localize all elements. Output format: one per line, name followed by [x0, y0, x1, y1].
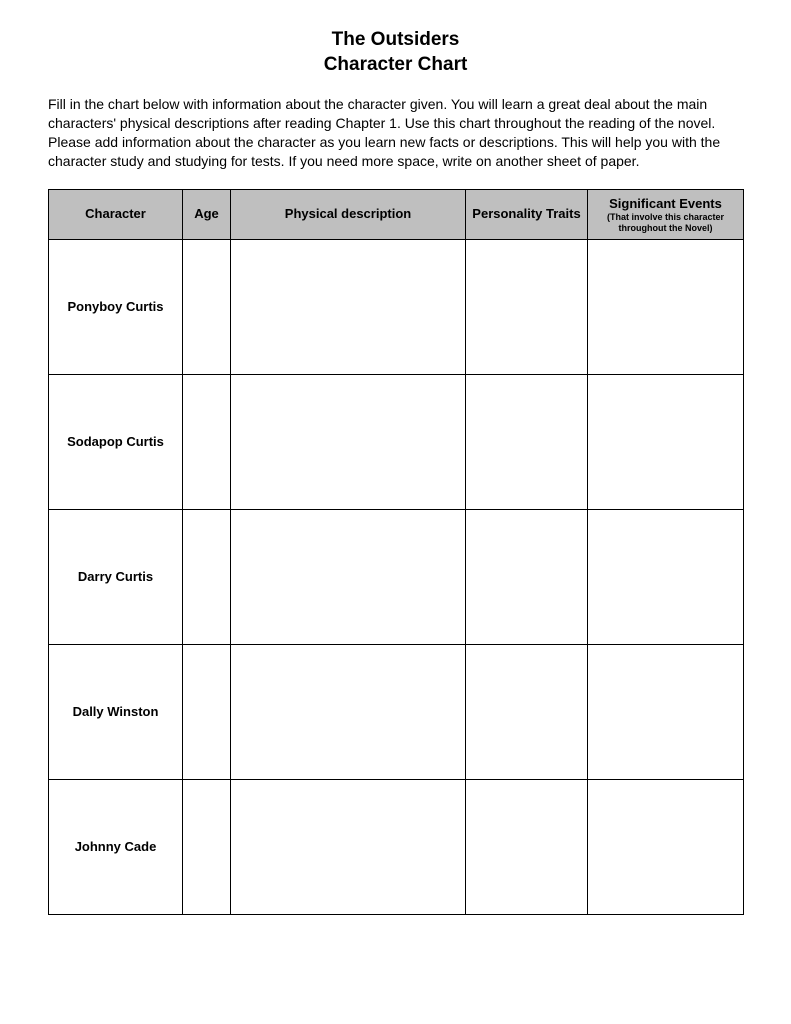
table-row: Dally Winston: [49, 644, 744, 779]
cell-events: [588, 644, 744, 779]
cell-age: [183, 779, 231, 914]
cell-events: [588, 509, 744, 644]
cell-age: [183, 644, 231, 779]
cell-physical: [231, 239, 466, 374]
title-line-2: Character Chart: [48, 53, 743, 78]
cell-age: [183, 374, 231, 509]
cell-physical: [231, 779, 466, 914]
document-title: The Outsiders Character Chart: [48, 28, 743, 77]
header-character: Character: [49, 189, 183, 239]
cell-events: [588, 779, 744, 914]
table-row: Ponyboy Curtis: [49, 239, 744, 374]
cell-traits: [466, 644, 588, 779]
cell-character: Sodapop Curtis: [49, 374, 183, 509]
cell-events: [588, 239, 744, 374]
cell-character: Darry Curtis: [49, 509, 183, 644]
table-row: Sodapop Curtis: [49, 374, 744, 509]
header-label: Significant Events: [609, 196, 722, 211]
cell-character: Johnny Cade: [49, 779, 183, 914]
cell-traits: [466, 779, 588, 914]
header-label: Age: [194, 206, 219, 221]
table-header-row: Character Age Physical description Perso…: [49, 189, 744, 239]
cell-age: [183, 509, 231, 644]
instructions-paragraph: Fill in the chart below with information…: [48, 95, 743, 171]
cell-character: Dally Winston: [49, 644, 183, 779]
header-age: Age: [183, 189, 231, 239]
header-traits: Personality Traits: [466, 189, 588, 239]
cell-physical: [231, 509, 466, 644]
cell-physical: [231, 374, 466, 509]
cell-character: Ponyboy Curtis: [49, 239, 183, 374]
cell-traits: [466, 374, 588, 509]
cell-traits: [466, 509, 588, 644]
header-sublabel: (That involve this character throughout …: [592, 212, 739, 233]
header-label: Character: [85, 206, 146, 221]
cell-events: [588, 374, 744, 509]
cell-traits: [466, 239, 588, 374]
table-row: Darry Curtis: [49, 509, 744, 644]
table-row: Johnny Cade: [49, 779, 744, 914]
header-label: Personality Traits: [472, 206, 580, 221]
title-line-1: The Outsiders: [48, 28, 743, 53]
character-chart-table: Character Age Physical description Perso…: [48, 189, 744, 915]
header-events: Significant Events (That involve this ch…: [588, 189, 744, 239]
cell-age: [183, 239, 231, 374]
cell-physical: [231, 644, 466, 779]
header-physical: Physical description: [231, 189, 466, 239]
header-label: Physical description: [285, 206, 411, 221]
